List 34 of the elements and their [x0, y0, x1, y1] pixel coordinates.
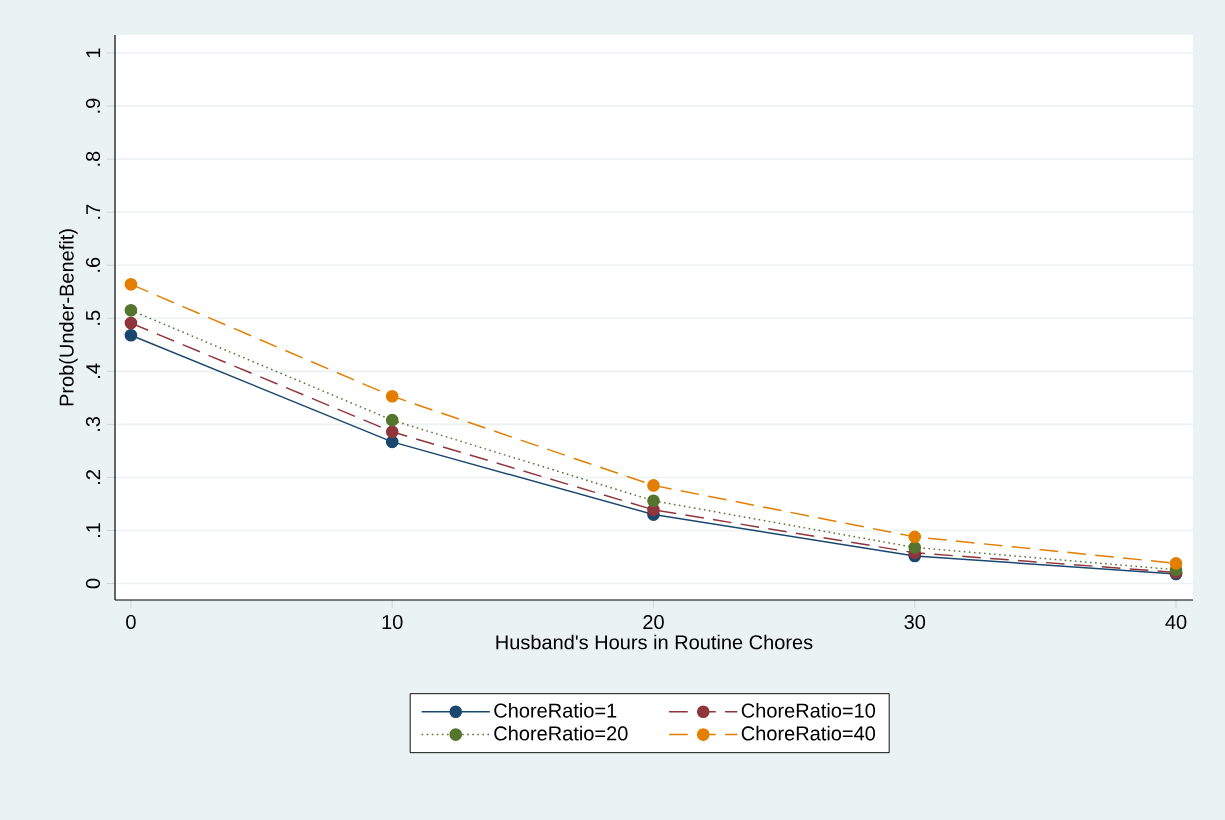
- legend-label: ChoreRatio=20: [494, 725, 628, 741]
- point: [908, 530, 922, 544]
- y-tick-label: .1: [86, 523, 101, 538]
- y-tick-label: .3: [85, 416, 101, 431]
- x-tick-label: 20: [643, 614, 664, 630]
- x-axis-title: Husband's Hours in Routine Chores: [496, 634, 813, 650]
- point: [385, 425, 399, 439]
- point: [908, 541, 922, 554]
- x-tick-label: 0: [126, 614, 136, 630]
- point: [385, 413, 399, 427]
- point: [647, 479, 660, 492]
- legend-label: ChoreRatio=10: [741, 703, 876, 718]
- legend-label: ChoreRatio=40: [741, 725, 876, 741]
- y-tick-label: .7: [86, 204, 101, 219]
- point: [124, 328, 138, 342]
- y-tick-label: .2: [86, 470, 101, 484]
- y-axis-title: Prob(Under-Benefit): [59, 229, 78, 406]
- point: [124, 278, 138, 291]
- point: [385, 389, 399, 403]
- point: [124, 303, 138, 317]
- y-tick-label: .9: [85, 98, 101, 113]
- y-tick-label: .8: [85, 151, 101, 166]
- point: [1169, 557, 1183, 570]
- y-tick-label: .4: [86, 363, 101, 378]
- x-tick-label: 40: [1165, 614, 1187, 630]
- legend-label: ChoreRatio=1: [494, 703, 617, 718]
- y-tick-label: .5: [86, 310, 101, 325]
- y-tick-label: 0: [85, 578, 101, 589]
- point: [124, 316, 138, 330]
- point: [647, 494, 660, 508]
- y-tick-label: 1: [86, 48, 101, 58]
- x-tick-label: 10: [382, 614, 403, 630]
- y-tick-label: .6: [85, 257, 101, 272]
- x-tick-label: 30: [904, 614, 926, 630]
